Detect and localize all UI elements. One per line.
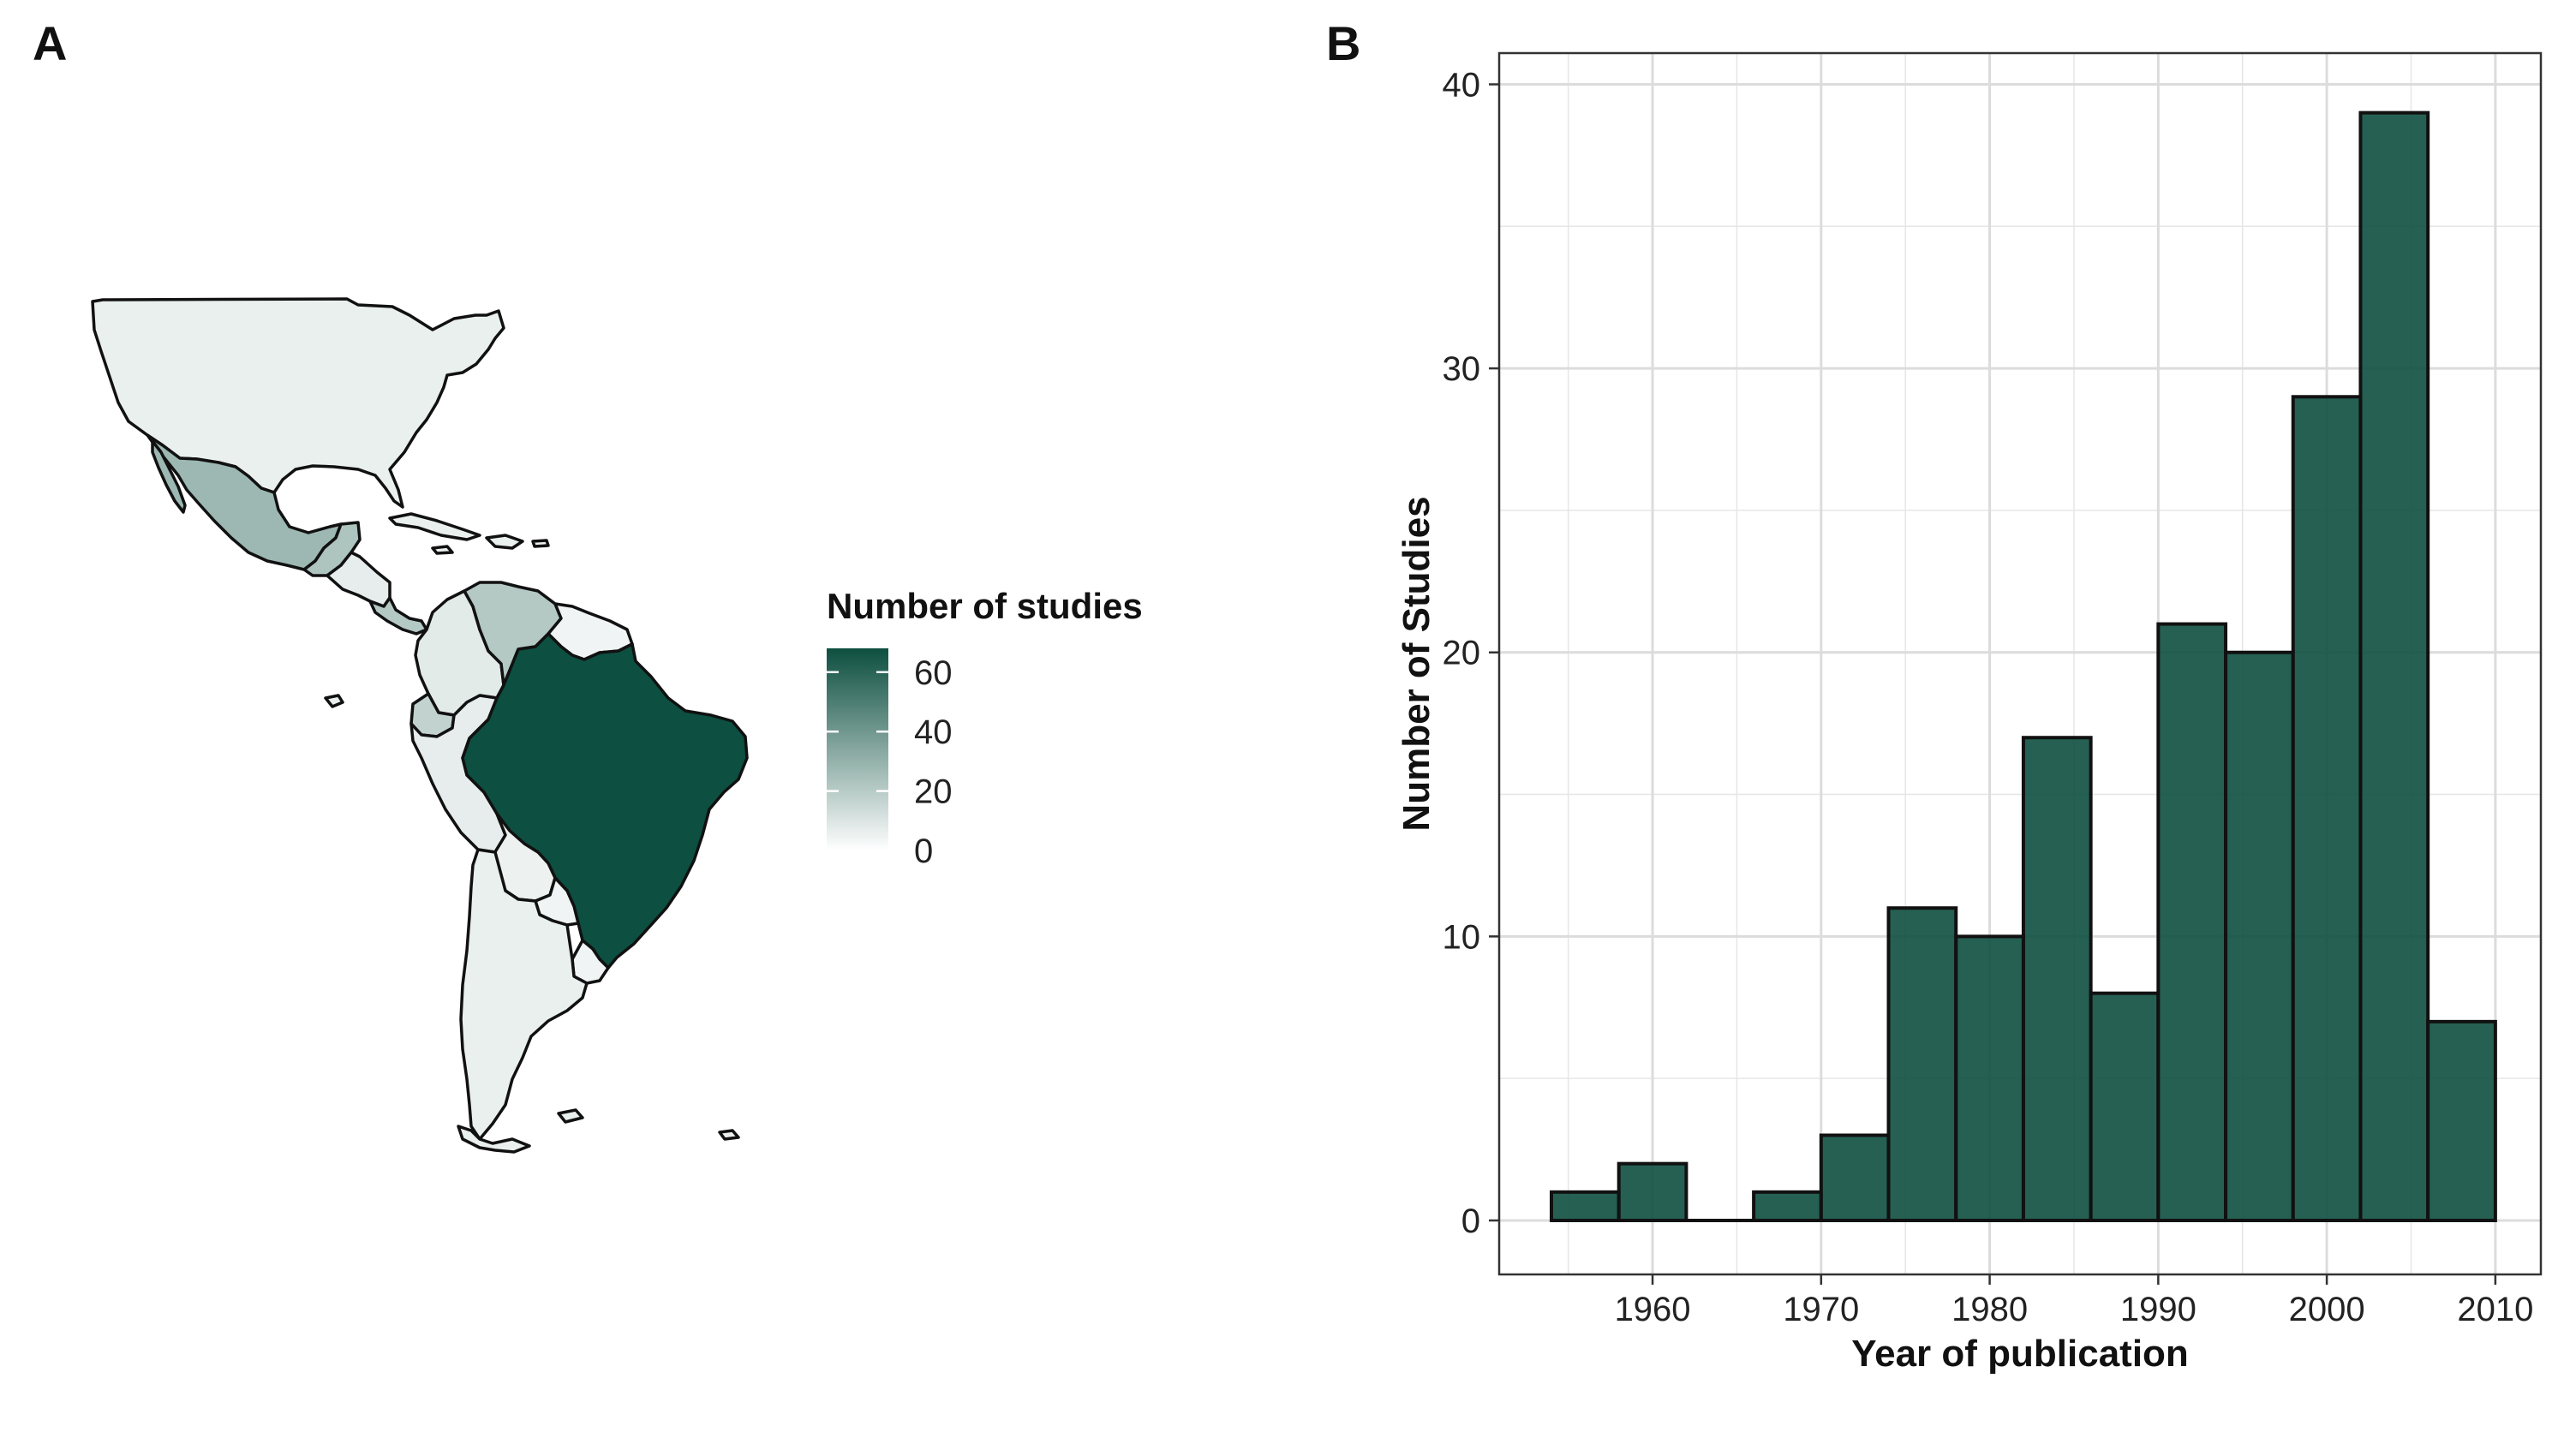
- histogram-bar: [2156, 622, 2228, 1222]
- y-tick-label: 30: [1443, 350, 1481, 388]
- legend-tick-label: 60: [914, 654, 953, 692]
- histogram-bar: [2089, 991, 2161, 1222]
- histogram-bar: [1819, 1133, 1891, 1222]
- legend-title: Number of studies: [827, 586, 1143, 626]
- region-guatemala-belize: [302, 521, 362, 577]
- histogram-bar: [2224, 650, 2295, 1222]
- region-chile-argentina: [459, 848, 589, 1141]
- region-baja-california: [151, 439, 187, 514]
- histogram-bar: [1886, 906, 1958, 1222]
- x-tick-label: 1990: [2120, 1291, 2196, 1328]
- legend-colorbar: [827, 648, 888, 850]
- region-south-georgia: [718, 1129, 740, 1141]
- map-legend: Number of studies 0 20 40 60: [827, 586, 1143, 870]
- region-north-america: [91, 297, 505, 509]
- panel-b-label: B: [1326, 16, 1360, 70]
- y-tick-label: 10: [1443, 918, 1481, 956]
- histogram-bar: [1954, 934, 2025, 1222]
- region-galapagos: [324, 694, 344, 708]
- histogram-bar: [2358, 110, 2430, 1222]
- region-puerto-rico: [531, 539, 550, 548]
- x-tick-label: 2000: [2289, 1291, 2365, 1328]
- x-tick-label: 2010: [2457, 1291, 2533, 1328]
- region-panama-costa-rica: [368, 596, 428, 636]
- region-cuba: [388, 512, 481, 541]
- y-axis: 0 10 20 30 40: [1443, 66, 1499, 1240]
- histogram-bar: [1549, 1190, 1621, 1222]
- region-tierra-del-fuego: [457, 1125, 531, 1154]
- histogram-bar: [2426, 1019, 2497, 1222]
- x-tick-label: 1960: [1615, 1291, 1691, 1328]
- histogram-bar: [2291, 395, 2363, 1222]
- y-tick-label: 0: [1461, 1202, 1480, 1240]
- y-tick-label: 40: [1443, 66, 1481, 104]
- bars: [1549, 110, 2497, 1222]
- histogram-bar: [1752, 1190, 1823, 1222]
- y-axis-title: Number of Studies: [1396, 496, 1437, 831]
- y-tick-label: 20: [1443, 635, 1481, 672]
- legend-tick-label: 40: [914, 713, 953, 751]
- panel-a-label: A: [33, 16, 67, 70]
- histogram-bar: [2021, 736, 2093, 1222]
- legend-tick-label: 20: [914, 773, 953, 811]
- choropleth-map: [91, 297, 749, 1154]
- region-hispaniola: [485, 534, 524, 550]
- region-brazil: [461, 632, 749, 970]
- histogram-bar: [1617, 1161, 1688, 1222]
- histogram-panel: 1960 1970 1980 1990 2000 2010 0 10 20 30 40 Year …: [1396, 51, 2543, 1375]
- region-central-america: [326, 551, 391, 608]
- region-jamaica: [431, 545, 454, 555]
- legend-ticks: 0 20 40 60: [827, 654, 953, 870]
- x-axis-title: Year of publication: [1851, 1333, 2189, 1375]
- x-axis: 1960 1970 1980 1990 2000 2010: [1615, 1274, 2533, 1328]
- x-tick-label: 1980: [1951, 1291, 2028, 1328]
- plot-frame: [1497, 51, 2543, 1276]
- legend-tick-label: 0: [914, 832, 933, 870]
- x-tick-label: 1970: [1783, 1291, 1859, 1328]
- region-falklands: [557, 1108, 584, 1124]
